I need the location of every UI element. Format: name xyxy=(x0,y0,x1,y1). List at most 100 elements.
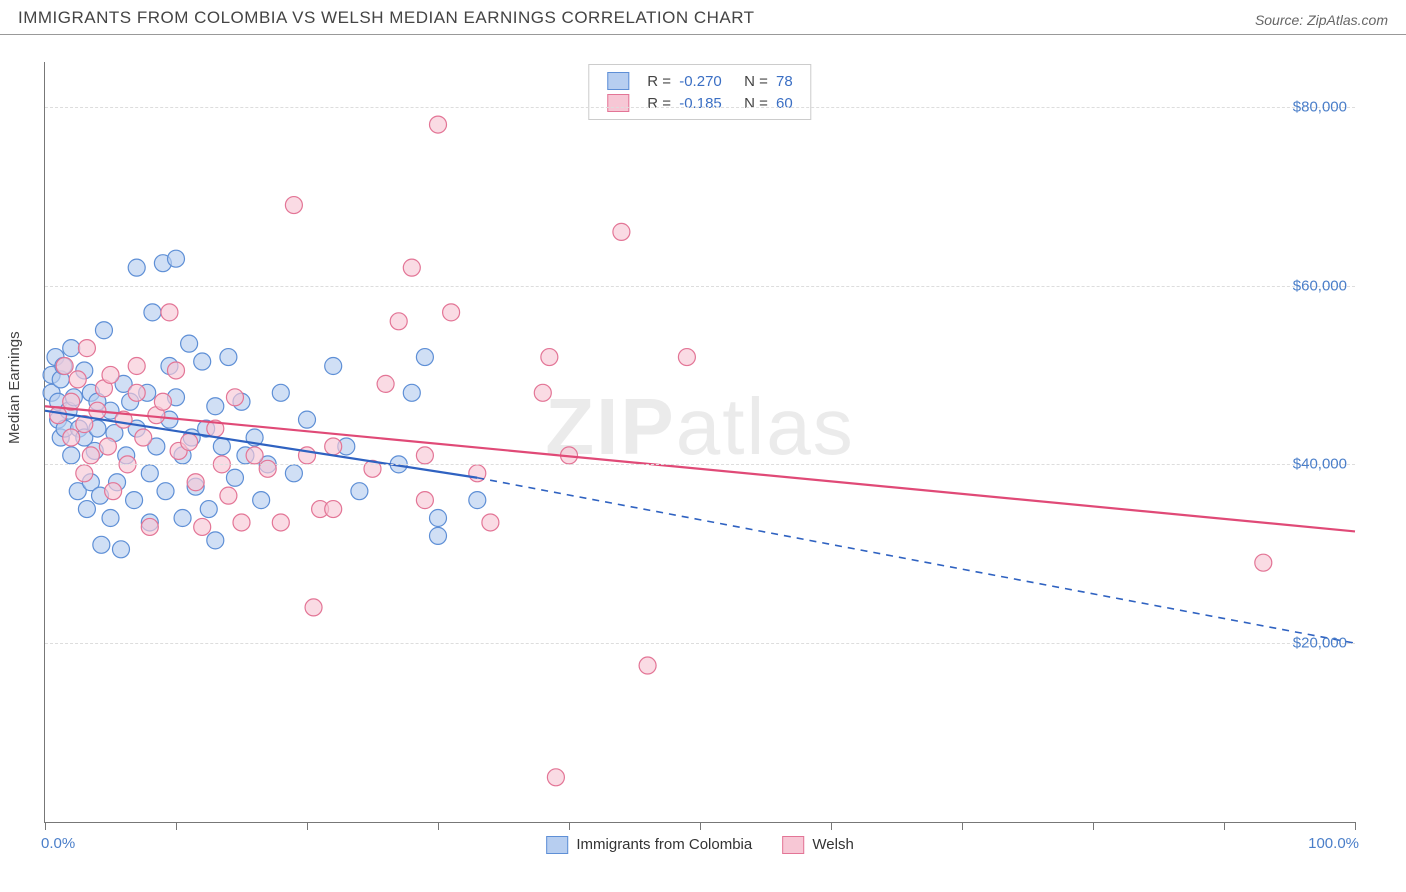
correlation-stats-box: R = -0.270 N = 78R = -0.185 N = 60 xyxy=(588,64,811,120)
data-point-welsh xyxy=(181,434,198,451)
data-point-welsh xyxy=(168,362,185,379)
data-point-colombia xyxy=(430,510,447,527)
legend-item-colombia: Immigrants from Colombia xyxy=(546,836,752,854)
x-tick xyxy=(176,822,177,830)
data-point-colombia xyxy=(469,492,486,509)
data-point-welsh xyxy=(403,259,420,276)
data-point-welsh xyxy=(128,384,145,401)
gridline xyxy=(45,464,1355,465)
data-point-colombia xyxy=(200,501,217,518)
data-point-colombia xyxy=(95,322,112,339)
data-point-welsh xyxy=(63,429,80,446)
scatter-svg xyxy=(45,62,1355,822)
data-point-colombia xyxy=(207,398,224,415)
data-point-welsh xyxy=(246,447,263,464)
x-tick xyxy=(438,822,439,830)
bottom-legend: Immigrants from Colombia Welsh xyxy=(546,836,854,854)
data-point-welsh xyxy=(272,514,289,531)
data-point-welsh xyxy=(325,501,342,518)
x-tick xyxy=(569,822,570,830)
data-point-colombia xyxy=(226,469,243,486)
data-point-welsh xyxy=(102,366,119,383)
x-tick xyxy=(1224,822,1225,830)
data-point-welsh xyxy=(135,429,152,446)
x-tick xyxy=(1355,822,1356,830)
data-point-welsh xyxy=(76,465,93,482)
data-point-welsh xyxy=(482,514,499,531)
legend-item-welsh: Welsh xyxy=(782,836,854,854)
data-point-colombia xyxy=(181,335,198,352)
x-tick xyxy=(962,822,963,830)
data-point-colombia xyxy=(325,358,342,375)
data-point-welsh xyxy=(161,304,178,321)
regression-extrapolation-colombia xyxy=(477,478,1355,643)
data-point-welsh xyxy=(390,313,407,330)
data-point-colombia xyxy=(168,250,185,267)
data-point-welsh xyxy=(69,371,86,388)
gridline xyxy=(45,286,1355,287)
data-point-colombia xyxy=(213,438,230,455)
data-point-welsh xyxy=(154,393,171,410)
data-point-welsh xyxy=(141,518,158,535)
data-point-welsh xyxy=(547,769,564,786)
data-point-welsh xyxy=(220,487,237,504)
data-point-welsh xyxy=(443,304,460,321)
data-point-colombia xyxy=(207,532,224,549)
data-point-welsh xyxy=(1255,554,1272,571)
data-point-welsh xyxy=(377,375,394,392)
data-point-colombia xyxy=(299,411,316,428)
data-point-colombia xyxy=(144,304,161,321)
data-point-colombia xyxy=(174,510,191,527)
data-point-welsh xyxy=(128,358,145,375)
data-point-welsh xyxy=(416,447,433,464)
gridline xyxy=(45,107,1355,108)
data-point-welsh xyxy=(639,657,656,674)
data-point-welsh xyxy=(430,116,447,133)
data-point-welsh xyxy=(105,483,122,500)
regression-line-welsh xyxy=(45,406,1355,531)
data-point-welsh xyxy=(285,197,302,214)
data-point-colombia xyxy=(78,501,95,518)
data-point-colombia xyxy=(285,465,302,482)
data-point-welsh xyxy=(678,349,695,366)
data-point-colombia xyxy=(351,483,368,500)
data-point-colombia xyxy=(403,384,420,401)
data-point-colombia xyxy=(220,349,237,366)
data-point-colombia xyxy=(141,465,158,482)
data-point-welsh xyxy=(613,223,630,240)
data-point-colombia xyxy=(194,353,211,370)
chart-title: IMMIGRANTS FROM COLOMBIA VS WELSH MEDIAN… xyxy=(18,8,755,28)
data-point-colombia xyxy=(430,527,447,544)
x-tick xyxy=(1093,822,1094,830)
x-axis-max-label: 100.0% xyxy=(1308,835,1359,852)
data-point-colombia xyxy=(157,483,174,500)
y-tick-label: $60,000 xyxy=(1293,277,1347,294)
data-point-welsh xyxy=(305,599,322,616)
gridline xyxy=(45,643,1355,644)
data-point-colombia xyxy=(63,447,80,464)
stat-row-welsh: R = -0.185 N = 60 xyxy=(601,93,798,113)
data-point-colombia xyxy=(63,340,80,357)
data-point-colombia xyxy=(272,384,289,401)
data-point-welsh xyxy=(50,407,67,424)
data-point-welsh xyxy=(226,389,243,406)
data-point-welsh xyxy=(82,447,99,464)
data-point-colombia xyxy=(126,492,143,509)
x-tick xyxy=(831,822,832,830)
data-point-colombia xyxy=(416,349,433,366)
data-point-welsh xyxy=(187,474,204,491)
plot-area: ZIPatlas R = -0.270 N = 78R = -0.185 N =… xyxy=(44,62,1355,823)
x-tick xyxy=(700,822,701,830)
data-point-colombia xyxy=(253,492,270,509)
source-attribution: Source: ZipAtlas.com xyxy=(1255,12,1388,28)
data-point-welsh xyxy=(99,438,116,455)
data-point-welsh xyxy=(194,518,211,535)
data-point-welsh xyxy=(233,514,250,531)
y-tick-label: $20,000 xyxy=(1293,635,1347,652)
data-point-colombia xyxy=(128,259,145,276)
y-axis-label: Median Earnings xyxy=(6,331,23,444)
x-axis-min-label: 0.0% xyxy=(41,835,75,852)
data-point-welsh xyxy=(259,460,276,477)
data-point-welsh xyxy=(78,340,95,357)
stat-row-colombia: R = -0.270 N = 78 xyxy=(601,71,798,91)
